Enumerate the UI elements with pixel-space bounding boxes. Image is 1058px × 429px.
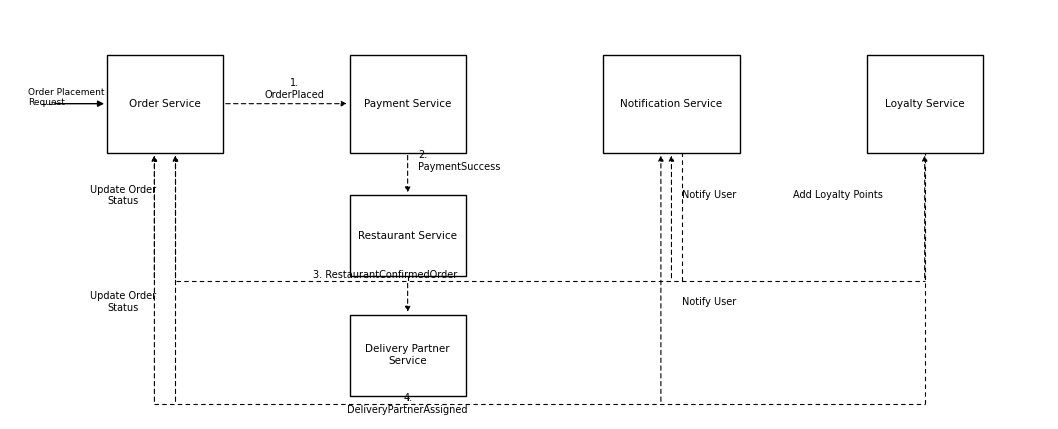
FancyBboxPatch shape bbox=[349, 195, 466, 276]
Text: Loyalty Service: Loyalty Service bbox=[884, 99, 965, 109]
FancyBboxPatch shape bbox=[867, 54, 983, 153]
Text: Delivery Partner
Service: Delivery Partner Service bbox=[365, 344, 450, 366]
FancyBboxPatch shape bbox=[349, 54, 466, 153]
Text: Update Order
Status: Update Order Status bbox=[90, 184, 156, 206]
Text: Notification Service: Notification Service bbox=[620, 99, 723, 109]
Text: 4.
DeliveryPartnerAssigned: 4. DeliveryPartnerAssigned bbox=[347, 393, 468, 415]
Text: Order Placement
Request: Order Placement Request bbox=[28, 88, 105, 107]
Text: 1.
OrderPlaced: 1. OrderPlaced bbox=[264, 78, 325, 100]
FancyBboxPatch shape bbox=[349, 314, 466, 396]
Text: Restaurant Service: Restaurant Service bbox=[359, 231, 457, 241]
Text: Notify User: Notify User bbox=[682, 190, 736, 200]
FancyBboxPatch shape bbox=[603, 54, 740, 153]
Text: 3. RestaurantConfirmedOrder: 3. RestaurantConfirmedOrder bbox=[313, 270, 457, 280]
Text: Update Order
Status: Update Order Status bbox=[90, 291, 156, 313]
Text: Notify User: Notify User bbox=[682, 297, 736, 307]
Text: Order Service: Order Service bbox=[129, 99, 201, 109]
Text: 2.
PaymentSuccess: 2. PaymentSuccess bbox=[418, 151, 500, 172]
Text: Payment Service: Payment Service bbox=[364, 99, 452, 109]
Text: Add Loyalty Points: Add Loyalty Points bbox=[792, 190, 882, 200]
FancyBboxPatch shape bbox=[107, 54, 223, 153]
